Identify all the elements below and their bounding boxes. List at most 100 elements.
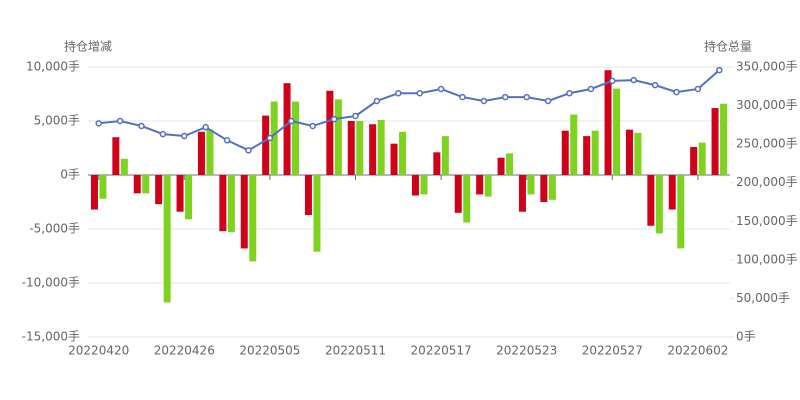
- y2-tick-label: 50,000手: [736, 291, 790, 305]
- bar: [262, 115, 270, 175]
- bar: [497, 157, 505, 175]
- bar: [561, 130, 569, 175]
- y2-tick-label: 100,000手: [736, 252, 798, 266]
- line-point: [309, 122, 316, 130]
- y-tick-label: 0手: [60, 168, 80, 182]
- line-point: [694, 85, 702, 93]
- bar: [647, 175, 655, 226]
- bar: [506, 153, 514, 175]
- bar: [197, 131, 205, 175]
- x-tick-label: 20220527: [582, 344, 643, 358]
- bar: [377, 119, 385, 175]
- bar: [185, 175, 193, 220]
- bar: [249, 175, 257, 262]
- bar: [463, 175, 471, 223]
- y-tick-label: 10,000手: [26, 60, 80, 74]
- y-tick-label: -5,000手: [29, 222, 80, 236]
- line-point: [716, 66, 723, 74]
- x-tick-label: 20220602: [667, 344, 728, 358]
- bar: [334, 99, 342, 175]
- line-point: [395, 89, 402, 97]
- x-tick-label: 20220523: [496, 344, 557, 358]
- bar: [677, 175, 685, 249]
- line-point: [223, 137, 231, 144]
- line-point: [373, 97, 381, 105]
- bar: [655, 175, 663, 234]
- x-tick-label: 20220505: [239, 344, 300, 358]
- bar: [604, 70, 612, 175]
- line-point: [202, 123, 209, 131]
- x-tick-label: 20220511: [325, 344, 386, 358]
- line-point: [437, 85, 445, 93]
- bar: [313, 175, 321, 252]
- bar: [347, 121, 355, 175]
- bar: [99, 175, 107, 199]
- bar: [112, 137, 120, 175]
- line-point: [330, 115, 338, 123]
- x-tick-label: 20220420: [68, 344, 129, 358]
- y-tick-label: -15,000手: [22, 330, 80, 344]
- bar: [420, 175, 428, 195]
- y-tick-label: 5,000手: [34, 114, 80, 128]
- line-point: [587, 85, 595, 93]
- line-point: [502, 93, 509, 101]
- bar: [625, 129, 633, 175]
- bar: [454, 175, 462, 213]
- bar: [720, 103, 728, 175]
- bar: [356, 121, 364, 175]
- line-point: [566, 89, 573, 97]
- bar: [283, 83, 291, 175]
- y-axis-title: 持仓增减: [64, 39, 112, 54]
- line-point: [245, 147, 252, 154]
- bar: [433, 152, 441, 175]
- x-tick-label: 20220517: [411, 344, 472, 358]
- bar: [441, 136, 449, 175]
- bar: [411, 175, 419, 196]
- bar: [326, 90, 334, 175]
- line-point: [138, 122, 145, 130]
- x-tick-label: 20220426: [154, 344, 215, 358]
- line-point: [352, 112, 359, 120]
- bar: [698, 142, 706, 175]
- bar: [176, 175, 184, 212]
- line-point: [480, 97, 488, 105]
- bar: [270, 101, 278, 175]
- bar: [163, 175, 171, 303]
- bar: [206, 129, 214, 175]
- bar: [540, 175, 548, 202]
- y2-tick-label: 250,000手: [736, 137, 798, 151]
- bar: [399, 131, 407, 175]
- bar: [142, 175, 150, 194]
- y2-tick-label: 0手: [736, 330, 756, 344]
- y2-axis-title: 持仓总量: [704, 39, 752, 54]
- y2-tick-label: 300,000手: [736, 98, 798, 112]
- bar: [133, 175, 141, 194]
- bar: [591, 130, 599, 175]
- line-point: [159, 130, 167, 138]
- bar: [518, 175, 526, 212]
- bar: [711, 108, 719, 175]
- line-point: [609, 77, 616, 85]
- bar: [484, 175, 492, 197]
- y-tick-label: -10,000手: [22, 276, 80, 290]
- bar: [90, 175, 98, 210]
- line-point: [673, 88, 680, 96]
- bar: [304, 175, 312, 215]
- line-point: [288, 117, 295, 125]
- bar: [527, 175, 535, 195]
- line-point: [416, 89, 423, 97]
- bar: [369, 124, 377, 175]
- line-point: [523, 93, 530, 101]
- line-point: [116, 117, 124, 125]
- line-point: [459, 93, 466, 101]
- line-point: [266, 134, 274, 142]
- line-point: [95, 120, 102, 127]
- line-point: [544, 97, 552, 105]
- line-point: [651, 81, 659, 89]
- bar: [476, 175, 484, 195]
- bar: [548, 175, 556, 200]
- line-point: [630, 76, 637, 84]
- bar: [668, 175, 676, 210]
- bar: [219, 175, 227, 232]
